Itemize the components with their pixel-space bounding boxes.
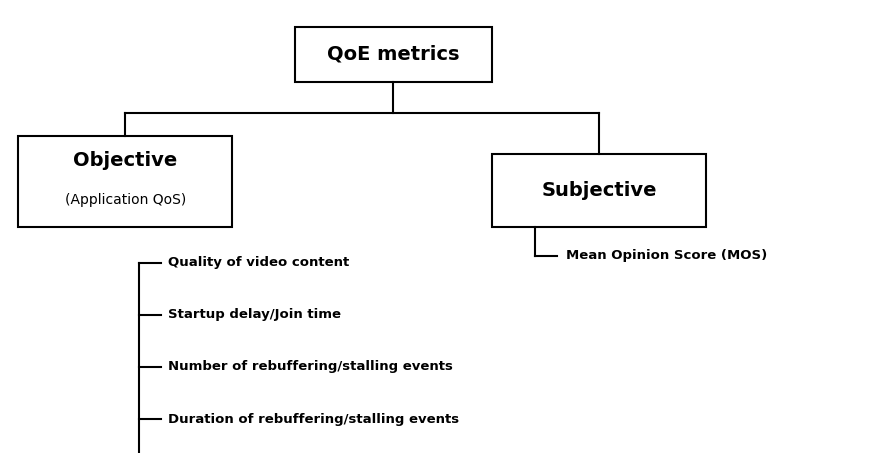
- Text: Objective: Objective: [73, 151, 177, 170]
- Text: QoE metrics: QoE metrics: [327, 45, 460, 64]
- Text: Duration of rebuffering/stalling events: Duration of rebuffering/stalling events: [168, 413, 460, 425]
- Text: Quality of video content: Quality of video content: [168, 256, 350, 269]
- Text: Mean Opinion Score (MOS): Mean Opinion Score (MOS): [566, 250, 767, 262]
- FancyBboxPatch shape: [492, 154, 706, 226]
- Text: Subjective: Subjective: [541, 181, 657, 200]
- FancyBboxPatch shape: [18, 136, 232, 226]
- Text: (Application QoS): (Application QoS): [64, 193, 186, 207]
- Text: Number of rebuffering/stalling events: Number of rebuffering/stalling events: [168, 361, 453, 373]
- FancyBboxPatch shape: [295, 27, 492, 82]
- Text: Startup delay/Join time: Startup delay/Join time: [168, 308, 342, 321]
